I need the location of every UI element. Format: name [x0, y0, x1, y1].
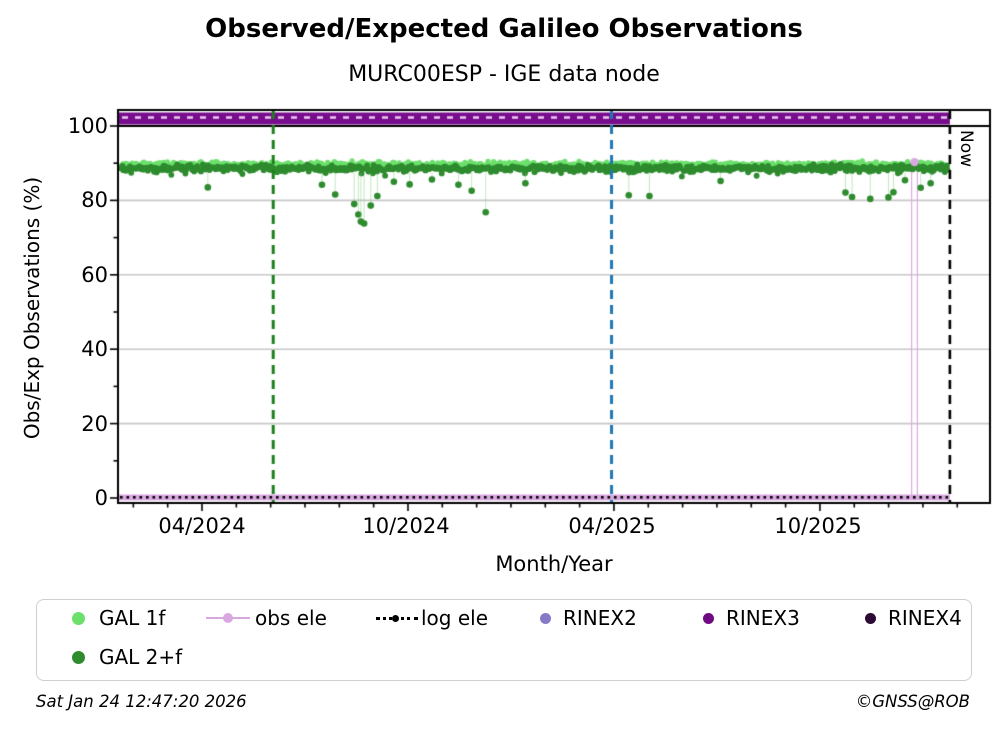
legend-rinex3-label: RINEX3: [726, 606, 800, 630]
legend-log-ele-dot-icon: [392, 615, 399, 622]
x-tick-10-2024: 10/2024: [362, 514, 450, 538]
x-tick-04-2025: 04/2025: [568, 514, 656, 538]
x-axis-label: Month/Year: [495, 552, 613, 576]
x-tick-10-2025: 10/2025: [774, 514, 862, 538]
legend-obs-ele-dot-icon: [223, 613, 233, 623]
legend-rinex3-marker-icon: [703, 613, 714, 624]
legend-gal1f-marker-icon: [72, 612, 85, 625]
legend-obs-ele-label: obs ele: [255, 606, 327, 630]
legend-rinex2-label: RINEX2: [563, 606, 637, 630]
y-tick-100: 100: [67, 114, 108, 138]
legend: [36, 599, 972, 681]
y-tick-0: 0: [94, 486, 108, 510]
y-tick-40: 40: [81, 337, 108, 361]
y-tick-60: 60: [81, 263, 108, 287]
y-tick-80: 80: [81, 188, 108, 212]
legend-gal1f-label: GAL 1f: [99, 606, 166, 630]
legend-gal2f-marker-icon: [72, 651, 85, 664]
legend-log-ele-label: log ele: [421, 606, 489, 630]
y-tick-20: 20: [81, 412, 108, 436]
copyright-credit: ©GNSS@ROB: [855, 692, 970, 711]
page-title: Observed/Expected Galileo Observations: [205, 14, 803, 44]
x-tick-04-2024: 04/2024: [158, 514, 246, 538]
page-subtitle: MURC00ESP - IGE data node: [348, 62, 660, 87]
now-annotation: Now: [956, 130, 976, 168]
legend-rinex4-marker-icon: [865, 613, 876, 624]
legend-rinex2-marker-icon: [540, 613, 551, 624]
legend-gal2f-label: GAL 2+f: [99, 645, 183, 669]
plot-timestamp: Sat Jan 24 12:47:20 2026: [36, 692, 247, 711]
legend-rinex4-label: RINEX4: [888, 606, 962, 630]
